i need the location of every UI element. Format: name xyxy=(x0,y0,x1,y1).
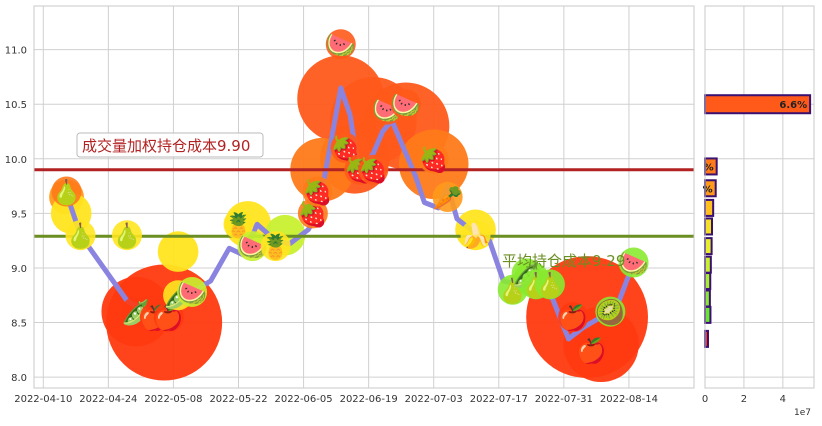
strawberry-marker-halo xyxy=(302,176,333,207)
x-tick-label: 2 xyxy=(741,394,747,405)
strawberry-icon: 🍓 xyxy=(419,146,449,174)
volume-bar xyxy=(704,237,713,256)
carrot-icon: 🥕 xyxy=(433,184,463,212)
y-tick-label: 11.0 xyxy=(5,46,27,57)
volume-bar xyxy=(704,272,712,291)
volume-bar xyxy=(704,289,711,308)
y-tick-label: 10.0 xyxy=(5,155,27,166)
pear-marker-halo xyxy=(534,269,565,300)
plot-area: 🍐🍐🍐🫛🍎🍎🫛🍉🍍🍉🍍🍓🍓🍉🍓🍓🍓🍉🍉🍓🥕🍌🍐🫛🍐🍐🍎🍎🥝🍉 xyxy=(34,29,694,383)
weighted-cost-label-box xyxy=(76,132,264,158)
pear-icon: 🍐 xyxy=(535,271,565,299)
y-tick-label: 9.5 xyxy=(11,209,27,220)
y-tick-label: 8.0 xyxy=(11,373,27,384)
x-tick-label: 2022-05-08 xyxy=(144,394,202,405)
y-tick-label: 10.5 xyxy=(5,100,27,111)
strawberry-marker-halo xyxy=(418,143,449,174)
banana-marker-halo xyxy=(460,220,491,251)
watermelon-marker-halo xyxy=(177,276,208,307)
average-cost-label: 平均持仓成本9.29 xyxy=(502,252,625,270)
volume-bar xyxy=(704,305,712,324)
strawberry-marker-halo xyxy=(358,154,389,185)
strawberry-icon: 🍓 xyxy=(358,157,388,185)
radish-marker-halo xyxy=(51,176,82,207)
x-tick-label: 2022-06-05 xyxy=(275,394,333,405)
x-tick-label: 2022-04-10 xyxy=(14,394,72,405)
strawberry-marker-halo xyxy=(330,132,361,163)
carrot-marker-halo xyxy=(432,182,463,212)
volume-bar-label: % xyxy=(704,162,714,173)
y-tick-label: 9.0 xyxy=(11,264,27,275)
pear-icon: 🍐 xyxy=(66,222,96,250)
volume-bar-label: % xyxy=(703,184,713,195)
apple-marker-halo xyxy=(576,334,607,365)
watermelon-marker-halo xyxy=(325,29,356,60)
side-frame xyxy=(704,5,815,389)
pear-icon: 🍐 xyxy=(112,222,142,250)
y-tick-label: 8.5 xyxy=(11,319,27,330)
x-tick-label: 2022-07-31 xyxy=(535,394,593,405)
x-tick-label: 2022-05-22 xyxy=(209,394,267,405)
watermelon-icon: 🍉 xyxy=(326,31,356,59)
x-tick-label: 4 xyxy=(780,394,786,405)
volume-distribution-panel: 0 2 4 6.6%%% 1e7 xyxy=(702,5,815,418)
volume-bar-label: 6.6% xyxy=(779,100,807,111)
volume-bar xyxy=(704,255,712,274)
plot-frame xyxy=(33,5,695,389)
watermelon-icon: 🍉 xyxy=(619,249,649,277)
watermelon-marker-halo xyxy=(390,89,421,120)
volume-bar xyxy=(704,217,714,236)
radish-icon: 🍐 xyxy=(52,179,82,207)
x-tick-label: 2022-06-19 xyxy=(340,394,398,405)
volume-bar xyxy=(704,198,715,217)
strawberry-icon: 🍓 xyxy=(303,179,333,207)
pineapple-marker-halo xyxy=(260,231,291,262)
weighted-cost-label: 成交量加权持仓成本9.90 xyxy=(82,137,250,155)
x-tick-label: 0 xyxy=(702,394,708,405)
kiwi-marker-halo xyxy=(595,296,626,327)
watermelon-marker-halo xyxy=(237,231,268,262)
watermelon-icon: 🍉 xyxy=(177,279,207,307)
pear-marker-halo xyxy=(65,220,96,251)
banana-icon: 🍌 xyxy=(461,222,491,250)
chip-cluster xyxy=(157,231,199,272)
pear-marker-halo xyxy=(111,220,142,251)
price-panel: 8.0 8.5 9.0 9.5 10.0 10.5 11.0 2022-04-10 2022-0… xyxy=(5,5,695,405)
apple-marker-halo xyxy=(558,302,589,333)
apple-icon: 🍎 xyxy=(577,336,607,365)
watermelon-icon: 🍉 xyxy=(391,91,421,119)
x-tick-label: 2022-07-17 xyxy=(470,394,528,405)
x-tick-label: 2022-08-14 xyxy=(600,394,658,405)
pineapple-icon: 🍍 xyxy=(261,233,291,261)
apple-icon: 🍎 xyxy=(558,303,588,332)
x-tick-label: 2022-07-03 xyxy=(405,394,463,405)
kiwi-icon: 🥝 xyxy=(595,297,625,327)
x-axis-multiplier: 1e7 xyxy=(794,408,811,418)
x-tick-label: 2022-04-24 xyxy=(79,394,137,405)
watermelon-marker-halo xyxy=(618,247,649,278)
pineapple-marker-halo xyxy=(223,209,254,240)
